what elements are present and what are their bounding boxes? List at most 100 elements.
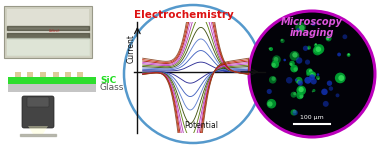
Circle shape (347, 53, 350, 57)
Circle shape (124, 5, 262, 143)
Circle shape (303, 46, 308, 51)
Circle shape (266, 99, 276, 108)
Circle shape (304, 77, 311, 84)
Circle shape (267, 101, 273, 107)
Circle shape (335, 73, 345, 83)
Circle shape (326, 37, 329, 40)
Polygon shape (28, 126, 48, 134)
Circle shape (297, 80, 301, 83)
Bar (27, 72, 33, 77)
Circle shape (337, 53, 341, 56)
Bar (77, 72, 83, 77)
Text: SiC: SiC (100, 76, 116, 85)
Circle shape (310, 73, 313, 76)
Text: Electrochemistry: Electrochemistry (134, 10, 234, 20)
Circle shape (348, 53, 350, 55)
Text: 100 μm: 100 μm (300, 115, 324, 120)
Text: imaging: imaging (290, 28, 334, 38)
Circle shape (309, 71, 315, 77)
Circle shape (293, 110, 298, 115)
Circle shape (296, 57, 302, 64)
Circle shape (271, 63, 276, 67)
Circle shape (290, 63, 293, 66)
Circle shape (274, 57, 278, 62)
Circle shape (249, 11, 375, 137)
Circle shape (329, 86, 333, 91)
Circle shape (293, 110, 296, 113)
Circle shape (311, 22, 316, 26)
Circle shape (291, 109, 297, 116)
Circle shape (338, 75, 344, 81)
Circle shape (317, 78, 319, 80)
Circle shape (297, 28, 300, 31)
Circle shape (293, 92, 296, 95)
Circle shape (309, 69, 313, 73)
Circle shape (321, 89, 328, 95)
Circle shape (312, 89, 316, 92)
Circle shape (269, 76, 277, 84)
Circle shape (316, 76, 320, 80)
Circle shape (272, 55, 281, 64)
Bar (8, 84, 96, 92)
Circle shape (307, 72, 309, 74)
FancyBboxPatch shape (22, 96, 54, 128)
Circle shape (299, 87, 304, 92)
Circle shape (280, 39, 285, 43)
Circle shape (268, 48, 271, 50)
Circle shape (309, 74, 315, 80)
Text: Caltech: Caltech (49, 29, 61, 33)
Bar (53, 72, 59, 77)
Circle shape (266, 89, 272, 94)
Circle shape (295, 79, 297, 81)
Circle shape (290, 51, 299, 61)
Circle shape (297, 80, 303, 86)
Circle shape (336, 93, 339, 97)
Circle shape (307, 46, 311, 50)
Circle shape (291, 92, 297, 98)
Text: Glass: Glass (100, 83, 124, 92)
Bar (15, 72, 21, 77)
Circle shape (326, 36, 332, 41)
Circle shape (311, 73, 314, 76)
Circle shape (310, 72, 316, 78)
Circle shape (317, 73, 319, 76)
Text: Microscopy: Microscopy (281, 17, 343, 27)
Circle shape (306, 72, 310, 76)
Circle shape (314, 48, 319, 53)
Circle shape (312, 91, 313, 92)
Circle shape (327, 81, 332, 86)
Circle shape (296, 92, 304, 99)
Circle shape (289, 61, 295, 66)
Circle shape (315, 43, 317, 45)
Bar (4, 6, 92, 58)
Circle shape (299, 94, 304, 98)
Circle shape (314, 44, 324, 54)
Circle shape (284, 59, 286, 61)
Circle shape (342, 34, 347, 39)
Circle shape (323, 101, 329, 107)
Circle shape (293, 67, 298, 71)
Circle shape (316, 46, 321, 52)
Circle shape (296, 86, 306, 95)
Circle shape (305, 59, 310, 65)
Bar (8, 77, 96, 84)
Circle shape (306, 68, 313, 75)
Bar (7, 9, 89, 55)
Text: Potential: Potential (184, 121, 218, 130)
Circle shape (280, 39, 283, 41)
Circle shape (299, 25, 305, 31)
Circle shape (271, 60, 279, 68)
Bar (65, 72, 71, 77)
Circle shape (314, 44, 317, 47)
Circle shape (295, 77, 302, 84)
FancyBboxPatch shape (27, 97, 49, 107)
Circle shape (269, 47, 273, 51)
Circle shape (286, 77, 293, 83)
Circle shape (295, 22, 306, 33)
Circle shape (307, 47, 310, 49)
Circle shape (271, 77, 276, 81)
Bar (40, 72, 46, 77)
Circle shape (292, 52, 297, 58)
Text: Current: Current (127, 34, 136, 63)
Circle shape (311, 78, 317, 85)
